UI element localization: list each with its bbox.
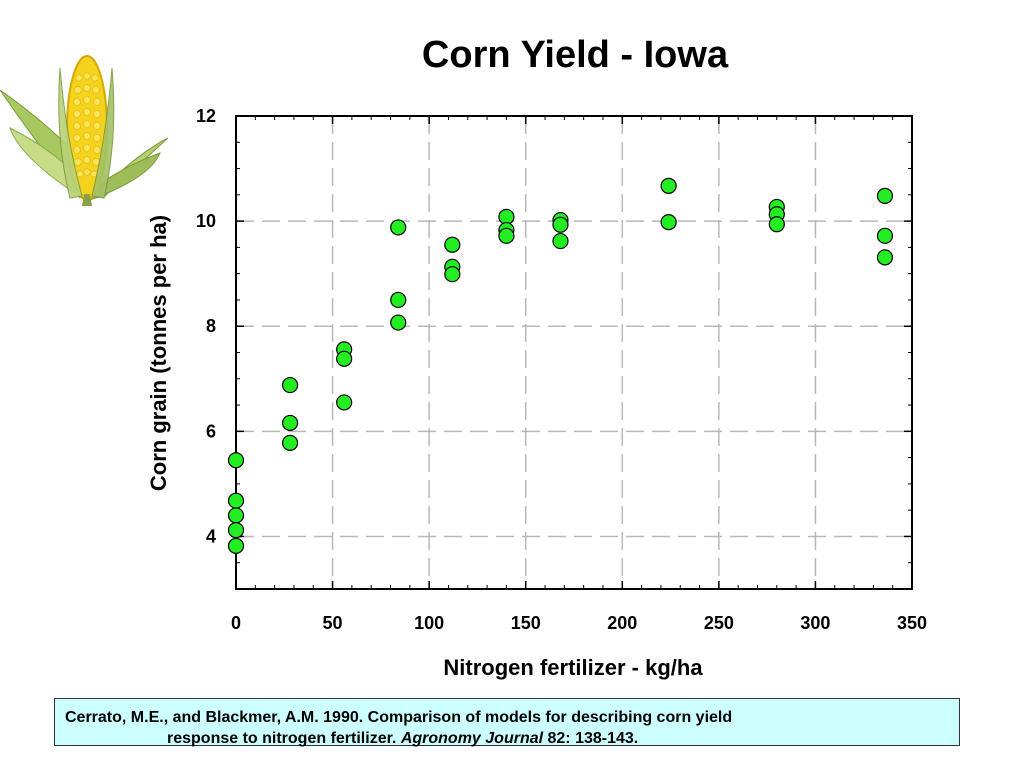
citation-journal: Agronomy Journal: [400, 730, 544, 747]
data-point: [281, 434, 299, 451]
corn-cob-icon: [0, 55, 169, 206]
x-tick-label: 250: [704, 613, 734, 633]
data-point: [281, 414, 299, 432]
data-point: [227, 537, 245, 555]
data-point: [227, 522, 245, 539]
x-tick-label: 150: [511, 613, 541, 633]
y-axis-label: Corn grain (tonnes per ha): [146, 215, 171, 491]
data-point: [660, 177, 677, 194]
data-point: [336, 350, 353, 367]
data-point: [552, 216, 569, 233]
grid-lines: [236, 116, 912, 589]
data-point: [281, 376, 299, 394]
data-point: [444, 236, 461, 253]
data-point: [552, 232, 569, 250]
data-points: [227, 177, 894, 555]
y-tick-label: 8: [206, 316, 216, 336]
citation-line-2: response to nitrogen fertilizer. Agronom…: [65, 728, 959, 749]
axis-ticks: 0 50 100 150 200 250 300 350 4 6 8 10 12: [196, 106, 927, 633]
data-point: [768, 216, 785, 233]
chart-title: Corn Yield - Iowa: [421, 34, 729, 76]
data-point: [498, 227, 515, 244]
y-tick-label: 12: [196, 106, 216, 126]
citation-pages: 82: 138-143.: [543, 730, 639, 747]
x-axis-label: Nitrogen fertilizer - kg/ha: [443, 655, 703, 680]
data-point: [390, 314, 407, 331]
x-tick-label: 0: [231, 613, 241, 633]
data-point: [227, 507, 245, 524]
y-tick-label: 6: [206, 421, 216, 441]
data-point: [444, 266, 461, 283]
data-point: [876, 187, 894, 204]
x-tick-label: 350: [897, 613, 927, 633]
citation-text: response to nitrogen fertilizer.: [167, 730, 401, 747]
x-tick-label: 50: [323, 613, 343, 633]
citation-box: Cerrato, M.E., and Blackmer, A.M. 1990. …: [54, 698, 960, 749]
data-point: [876, 227, 894, 244]
x-tick-label: 300: [800, 613, 830, 633]
data-point: [227, 492, 245, 509]
data-point: [390, 291, 407, 309]
data-point: [876, 249, 894, 266]
y-tick-label: 10: [196, 211, 216, 231]
data-point: [336, 394, 353, 411]
data-point: [390, 219, 407, 236]
x-tick-label: 200: [607, 613, 637, 633]
y-tick-label: 4: [206, 526, 216, 546]
x-tick-label: 100: [414, 613, 444, 633]
scatter-chart: 0 50 100 150 200 250 300 350 4 6 8 10 12 Nitrogen fe…: [146, 106, 927, 680]
data-point: [660, 214, 677, 231]
data-point: [227, 452, 245, 469]
citation-line-1: Cerrato, M.E., and Blackmer, A.M. 1990. …: [65, 709, 733, 726]
